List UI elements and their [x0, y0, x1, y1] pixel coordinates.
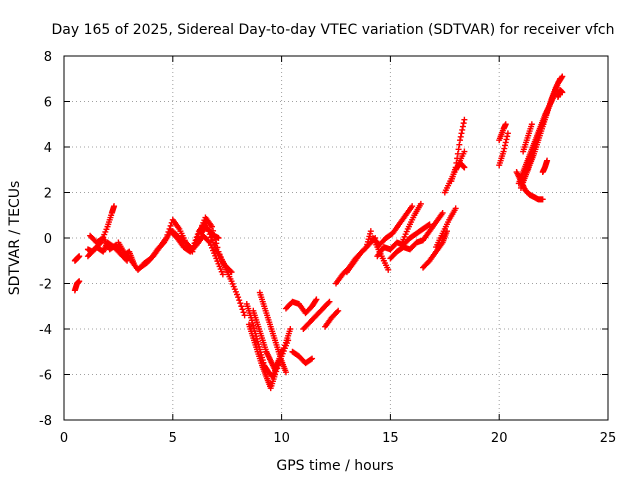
data-point-track-g	[208, 223, 215, 230]
data-point-track-ab	[458, 130, 465, 137]
data-point-track-h	[190, 243, 197, 250]
data-point-track-ad	[501, 145, 508, 152]
chart-title: Day 165 of 2025, Sidereal Day-to-day VTE…	[51, 22, 614, 38]
data-point-track-h	[192, 237, 199, 244]
data-point-track-ae	[502, 121, 509, 128]
data-point-track-ad	[502, 139, 509, 146]
data-point-track-ac	[460, 163, 467, 170]
data-point-track-f	[205, 238, 212, 245]
data-point-track-h	[194, 231, 201, 238]
data-point-track-ab	[461, 116, 468, 123]
data-point-track-g	[165, 228, 172, 235]
data-point-track-g	[236, 297, 243, 304]
data-point-track-al	[559, 89, 566, 96]
y-tick-label: -8	[39, 414, 52, 429]
data-point-track-ab	[454, 155, 461, 162]
data-point-track-t	[409, 203, 416, 210]
data-point-track-ab	[459, 126, 466, 133]
y-tick-label: -4	[39, 323, 52, 338]
data-point-track-u	[425, 222, 432, 229]
x-tick-label: 10	[273, 431, 290, 446]
data-point-track-ai	[559, 73, 566, 80]
y-axis-label: SDTVAR / TECUs	[7, 181, 23, 296]
data-point-track-h	[227, 267, 234, 274]
data-point-track-c	[111, 203, 118, 210]
data-point-track-g	[166, 225, 173, 232]
data-point-track-af	[539, 196, 546, 203]
y-tick-label: 2	[44, 187, 52, 202]
data-point-track-q	[335, 307, 342, 314]
data-point-track-s	[367, 228, 374, 235]
data-point-track-h	[228, 269, 235, 276]
y-tick-label: -6	[39, 369, 52, 384]
data-point-track-p	[325, 299, 332, 306]
data-point-track-q	[334, 308, 341, 315]
data-point-track-aa	[461, 148, 468, 155]
x-tick-label: 15	[382, 431, 399, 446]
data-point-track-o	[309, 355, 316, 362]
data-point-track-ad	[503, 136, 510, 143]
data-point-track-k	[287, 326, 294, 332]
data-point-track-ab	[457, 137, 464, 144]
data-point-track-n	[312, 297, 319, 304]
data-point-track-ad	[504, 133, 511, 140]
data-point-track-w	[385, 266, 392, 273]
y-tick-label: 8	[44, 50, 52, 65]
data-point-track-g	[235, 294, 242, 301]
data-point-track-n	[313, 296, 320, 303]
y-tick-label: 0	[44, 232, 52, 247]
data-point-track-aj	[528, 121, 535, 128]
data-point-track-g	[163, 235, 170, 241]
data-point-track-v	[439, 209, 446, 216]
data-point-track-ad	[504, 130, 511, 137]
data-point-track-g	[240, 309, 247, 316]
data-point-track-g	[167, 222, 174, 229]
axis-ticks: 0 5 10 15 20 25 -8 -6 -4 -2 0 2 4 6 8	[39, 50, 616, 446]
data-point-track-p	[326, 298, 333, 305]
data-point-track-s	[362, 245, 369, 252]
data-point-track-ad	[500, 148, 507, 155]
data-point-track-x	[417, 200, 424, 207]
data-point-track-g	[241, 312, 248, 319]
data-point-track-i	[215, 235, 222, 241]
data-point-track-u	[426, 221, 433, 228]
data-point-track-b	[76, 253, 83, 260]
data-point-track-ab	[456, 141, 463, 148]
x-tick-label: 5	[169, 431, 177, 446]
x-axis-label: GPS time / hours	[276, 458, 393, 474]
data-point-track-g	[239, 306, 246, 313]
x-tick-label: 20	[491, 431, 508, 446]
data-point-track-ab	[454, 150, 461, 157]
data-point-track-ac	[461, 164, 468, 171]
data-point-track-f	[219, 271, 226, 278]
y-tick-label: 6	[44, 96, 52, 111]
data-point-track-ab	[457, 133, 464, 140]
grid-lines	[64, 56, 608, 420]
x-tick-label: 0	[60, 431, 68, 446]
data-point-track-ak	[544, 157, 551, 164]
data-point-track-h	[193, 234, 200, 241]
data-point-track-m	[282, 369, 289, 376]
data-point-track-g	[238, 303, 245, 310]
data-point-track-ab	[455, 146, 462, 153]
data-point-track-a	[76, 278, 83, 285]
data-point-track-z	[452, 205, 459, 212]
x-tick-label: 25	[600, 431, 617, 446]
data-point-track-ab	[460, 120, 467, 127]
data-point-track-g	[164, 231, 171, 238]
data-point-track-ad	[502, 142, 509, 149]
data-point-track-o	[307, 356, 314, 363]
data-point-track-h	[191, 240, 198, 247]
data-point-track-ai	[558, 74, 565, 81]
y-tick-label: -2	[39, 278, 52, 293]
data-point-track-g	[237, 300, 244, 307]
data-point-track-h	[189, 246, 196, 253]
data-marks	[71, 73, 566, 392]
y-tick-label: 4	[44, 141, 52, 156]
data-point-track-ab	[459, 123, 466, 130]
